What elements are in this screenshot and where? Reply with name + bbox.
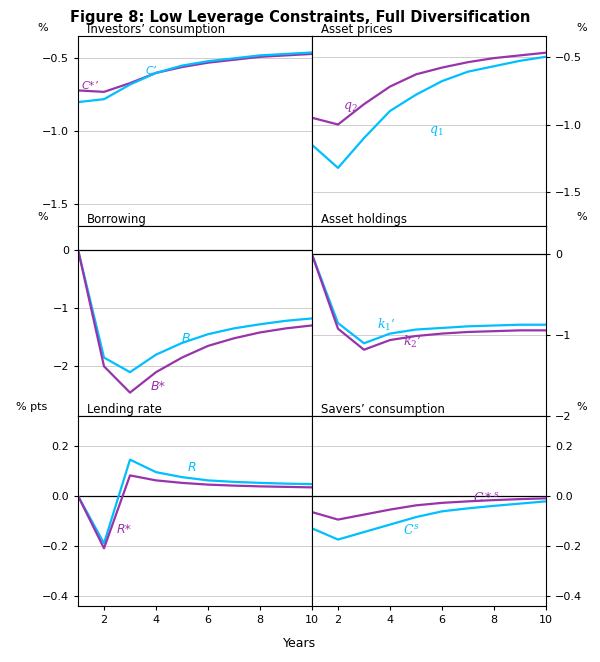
Text: %: % <box>577 23 587 32</box>
Text: Asset holdings: Asset holdings <box>322 213 407 226</box>
Text: Years: Years <box>283 637 317 650</box>
Text: Investors’ consumption: Investors’ consumption <box>88 23 226 36</box>
Text: B: B <box>182 332 191 345</box>
Text: B*: B* <box>151 380 166 393</box>
Text: $q_1$: $q_1$ <box>429 124 443 138</box>
Text: %: % <box>37 213 47 222</box>
Text: Asset prices: Asset prices <box>322 23 393 36</box>
Text: Figure 8: Low Leverage Constraints, Full Diversification: Figure 8: Low Leverage Constraints, Full… <box>70 10 530 25</box>
Text: R: R <box>187 461 196 473</box>
Text: R*: R* <box>117 523 132 536</box>
Text: $k_2$’: $k_2$’ <box>403 334 421 350</box>
Text: %: % <box>577 402 587 412</box>
Text: $C*^s$: $C*^s$ <box>473 491 500 505</box>
Text: C*’: C*’ <box>82 81 99 91</box>
Text: %: % <box>577 213 587 222</box>
Text: Savers’ consumption: Savers’ consumption <box>322 403 445 416</box>
Text: Borrowing: Borrowing <box>88 213 147 226</box>
Text: C’: C’ <box>146 66 157 75</box>
Text: %: % <box>37 23 47 32</box>
Text: Lending rate: Lending rate <box>88 403 162 416</box>
Text: % pts: % pts <box>16 402 47 412</box>
Text: $q_2$: $q_2$ <box>343 100 358 114</box>
Text: $C^s$: $C^s$ <box>403 524 420 538</box>
Text: $k_1$’: $k_1$’ <box>377 316 395 333</box>
